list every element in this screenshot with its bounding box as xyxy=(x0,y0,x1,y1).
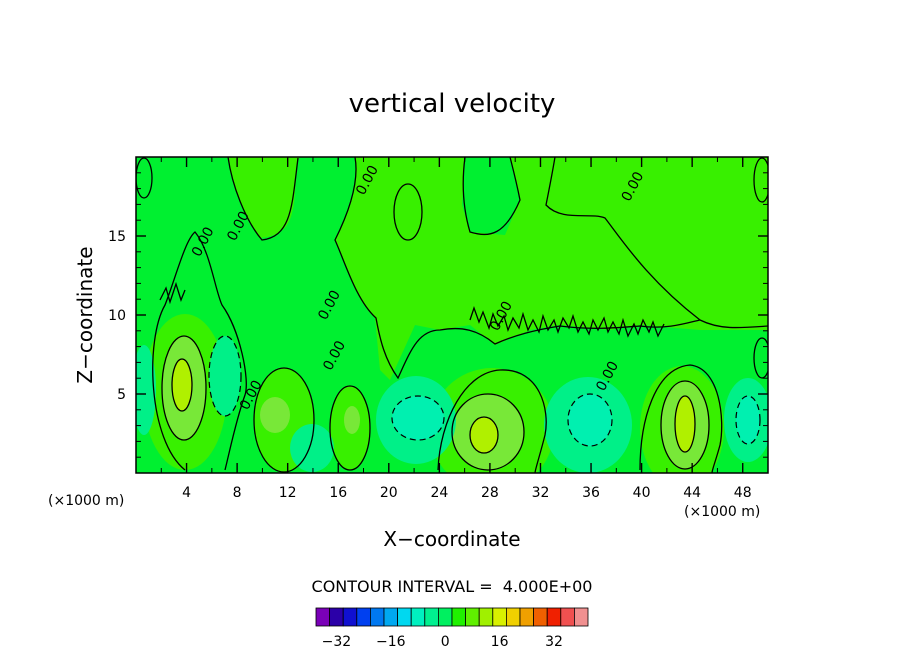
contour-left-mid xyxy=(161,335,207,441)
colorbar-swatch xyxy=(342,607,358,627)
y-axis: 5 10 15 xyxy=(108,172,768,458)
chart-title: vertical velocity xyxy=(349,89,556,119)
updraft-center-core xyxy=(470,417,498,453)
contour-center xyxy=(437,369,547,473)
contour-center-core xyxy=(469,416,499,454)
y-tick-label: 5 xyxy=(117,387,126,403)
colorbar-swatch xyxy=(397,607,412,627)
ragged-contour xyxy=(159,281,665,338)
downdraft-48-core xyxy=(736,396,760,444)
downdraft-36-core xyxy=(568,394,612,446)
contour-blob-4 xyxy=(753,337,768,379)
colorbar-swatch xyxy=(546,607,562,627)
colorbar-tick-label: 16 xyxy=(491,634,509,650)
y-tick-label: 10 xyxy=(108,308,126,324)
colorbar-swatch xyxy=(519,607,535,627)
colorbar-swatch xyxy=(369,607,385,627)
x-tick-label: 40 xyxy=(633,485,651,501)
downdraft-left-2 xyxy=(136,345,156,435)
contour-field xyxy=(136,157,768,473)
upper-right-positive-region xyxy=(548,157,768,325)
colorbar-swatch xyxy=(383,607,399,627)
x-tick-label: 48 xyxy=(734,485,752,501)
colorbar-tick-label: −16 xyxy=(376,634,406,650)
x-tick-label: 24 xyxy=(430,485,448,501)
zero-contour-left xyxy=(152,231,247,471)
x-unit-left: (×1000 m) xyxy=(48,493,124,509)
x-axis-label: X−coordinate xyxy=(383,527,520,551)
contour-16 xyxy=(329,385,371,471)
colorbar-swatch xyxy=(451,607,467,627)
updraft-left-core xyxy=(172,359,192,411)
contour-left-core xyxy=(171,358,193,412)
colorbar-swatch xyxy=(424,607,439,627)
updraft-16-core xyxy=(344,406,360,434)
x-axis: 4 8 12 16 20 24 28 32 36 40 44 48 xyxy=(160,157,752,501)
colorbar-swatch xyxy=(437,607,453,627)
contour-right-core xyxy=(674,395,696,453)
contour-interval-text: CONTOUR INTERVAL = 4.000E+00 xyxy=(312,577,593,596)
colorbar-swatch xyxy=(356,607,371,627)
neg-contour-48 xyxy=(735,395,761,445)
x-unit-right: (×1000 m) xyxy=(684,504,760,520)
downdraft-14 xyxy=(290,424,334,472)
contour-lines xyxy=(136,157,768,473)
colorbar-tick-label: 0 xyxy=(441,634,450,650)
colorbar-swatch xyxy=(492,607,507,627)
neg-contour-22 xyxy=(391,395,445,441)
zero-contour-3 xyxy=(462,157,521,236)
neg-contour-left xyxy=(208,335,242,417)
colorbar-swatch xyxy=(533,607,548,627)
zero-contour-2 xyxy=(545,157,701,321)
x-tick-label: 44 xyxy=(683,485,701,501)
x-tick-label: 20 xyxy=(380,485,398,501)
colorbar-swatch xyxy=(315,607,331,627)
x-tick-label: 28 xyxy=(481,485,499,501)
colorbar: −32 −16 0 16 32 xyxy=(315,607,589,650)
colorbar-swatch xyxy=(505,607,521,627)
x-tick-label: 32 xyxy=(532,485,550,501)
colorbar-swatch xyxy=(465,607,480,627)
x-tick-label: 16 xyxy=(329,485,347,501)
downdraft-22-core xyxy=(392,396,444,440)
contour-right xyxy=(639,364,723,473)
zero-contour xyxy=(227,157,768,380)
contour-center-mid xyxy=(451,393,525,471)
x-tick-label: 8 xyxy=(233,485,242,501)
y-axis-label: Z−coordinate xyxy=(73,246,97,383)
x-tick-label: 12 xyxy=(279,485,297,501)
updraft-12-core xyxy=(260,397,290,433)
colorbar-swatch xyxy=(410,607,426,627)
colorbar-swatch xyxy=(329,607,344,627)
contour-blob-1 xyxy=(393,183,423,241)
colorbar-swatch xyxy=(574,607,589,627)
downdraft-left xyxy=(209,336,241,416)
contour-12 xyxy=(253,367,315,473)
x-tick-label: 36 xyxy=(582,485,600,501)
updraft-right-core xyxy=(675,396,695,452)
neg-contour-36 xyxy=(567,393,613,447)
contour-right-mid xyxy=(660,380,710,470)
x-tick-label: 4 xyxy=(182,485,191,501)
colorbar-swatch xyxy=(478,607,494,627)
y-tick-label: 15 xyxy=(108,229,126,245)
colorbar-tick-label: −32 xyxy=(322,634,352,650)
contour-blob-2 xyxy=(136,157,153,199)
negative-contours xyxy=(208,335,761,447)
colorbar-swatch xyxy=(560,607,575,627)
contour-blob-3 xyxy=(753,157,768,203)
colorbar-tick-label: 32 xyxy=(545,634,563,650)
